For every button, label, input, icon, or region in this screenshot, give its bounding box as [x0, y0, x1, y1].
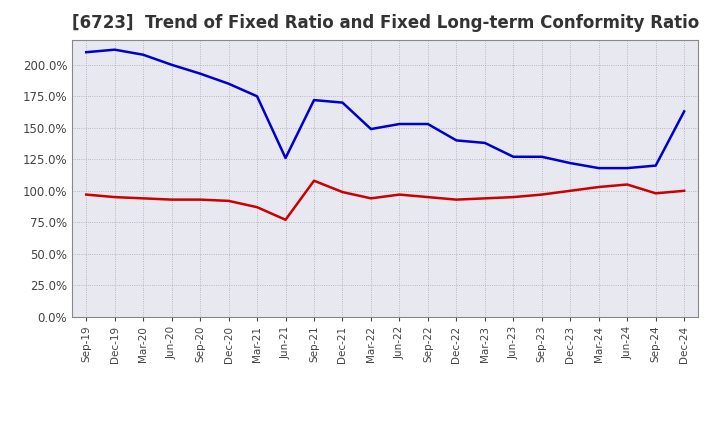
Fixed Ratio	[110, 47, 119, 52]
Fixed Ratio	[225, 81, 233, 86]
Fixed Ratio	[680, 109, 688, 114]
Fixed Long-term Conformity Ratio	[366, 196, 375, 201]
Fixed Ratio	[623, 165, 631, 171]
Fixed Ratio	[82, 50, 91, 55]
Fixed Long-term Conformity Ratio	[623, 182, 631, 187]
Fixed Ratio	[196, 71, 204, 76]
Fixed Ratio	[310, 97, 318, 103]
Fixed Long-term Conformity Ratio	[82, 192, 91, 197]
Fixed Long-term Conformity Ratio	[338, 189, 347, 194]
Fixed Long-term Conformity Ratio	[310, 178, 318, 183]
Fixed Ratio	[423, 121, 432, 127]
Fixed Ratio	[452, 138, 461, 143]
Fixed Ratio	[167, 62, 176, 67]
Fixed Ratio	[253, 94, 261, 99]
Fixed Ratio	[480, 140, 489, 146]
Fixed Long-term Conformity Ratio	[196, 197, 204, 202]
Fixed Long-term Conformity Ratio	[452, 197, 461, 202]
Fixed Long-term Conformity Ratio	[253, 205, 261, 210]
Fixed Ratio	[566, 161, 575, 166]
Line: Fixed Ratio: Fixed Ratio	[86, 50, 684, 168]
Fixed Long-term Conformity Ratio	[225, 198, 233, 204]
Fixed Long-term Conformity Ratio	[139, 196, 148, 201]
Fixed Long-term Conformity Ratio	[395, 192, 404, 197]
Fixed Long-term Conformity Ratio	[566, 188, 575, 194]
Fixed Long-term Conformity Ratio	[652, 191, 660, 196]
Fixed Ratio	[509, 154, 518, 159]
Fixed Ratio	[366, 126, 375, 132]
Fixed Ratio	[595, 165, 603, 171]
Fixed Long-term Conformity Ratio	[509, 194, 518, 200]
Fixed Ratio	[139, 52, 148, 57]
Fixed Ratio	[282, 155, 290, 161]
Fixed Long-term Conformity Ratio	[680, 188, 688, 194]
Fixed Ratio	[537, 154, 546, 159]
Fixed Long-term Conformity Ratio	[480, 196, 489, 201]
Fixed Ratio	[652, 163, 660, 168]
Fixed Long-term Conformity Ratio	[282, 217, 290, 222]
Line: Fixed Long-term Conformity Ratio: Fixed Long-term Conformity Ratio	[86, 181, 684, 220]
Fixed Long-term Conformity Ratio	[537, 192, 546, 197]
Fixed Long-term Conformity Ratio	[110, 194, 119, 200]
Fixed Ratio	[338, 100, 347, 105]
Fixed Long-term Conformity Ratio	[423, 194, 432, 200]
Fixed Long-term Conformity Ratio	[167, 197, 176, 202]
Title: [6723]  Trend of Fixed Ratio and Fixed Long-term Conformity Ratio: [6723] Trend of Fixed Ratio and Fixed Lo…	[71, 15, 699, 33]
Fixed Ratio	[395, 121, 404, 127]
Fixed Long-term Conformity Ratio	[595, 184, 603, 190]
